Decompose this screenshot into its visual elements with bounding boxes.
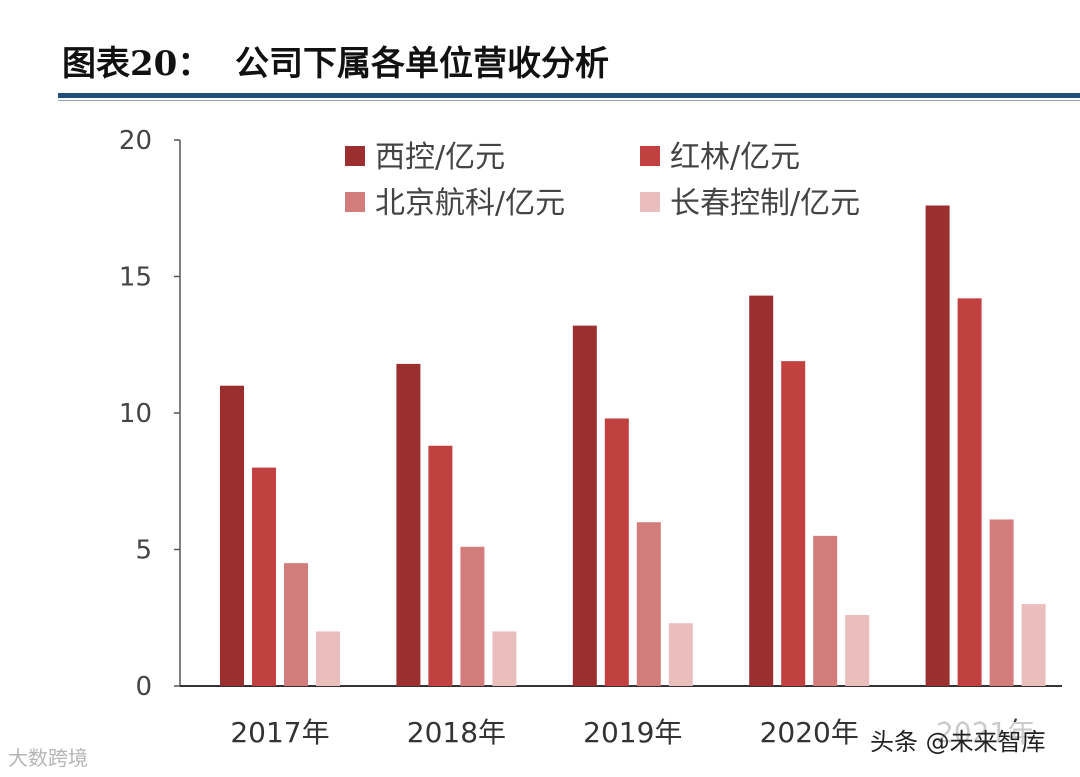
bar-3-5 — [989, 519, 1014, 686]
bar-3-4 — [813, 535, 838, 686]
bar-2-2 — [428, 445, 453, 686]
title-rule — [58, 93, 1080, 98]
legend-label-4: 长春控制/亿元 — [670, 186, 860, 221]
y-tick-label: 20 — [119, 126, 152, 156]
bar-3-1 — [284, 563, 308, 686]
title-rule-thin — [58, 100, 1080, 101]
x-tick-label: 2020年 — [760, 716, 859, 749]
legend-swatch-2 — [640, 146, 660, 166]
bar-4-2 — [492, 631, 517, 686]
bar-4-3 — [668, 623, 693, 686]
x-tick-label: 2017年 — [230, 716, 329, 749]
bar-2-5 — [957, 298, 982, 686]
legend-label-2: 红林/亿元 — [670, 140, 800, 175]
bar-1-2 — [396, 363, 421, 686]
x-tick-label: 2018年 — [407, 716, 506, 749]
y-tick-label: 10 — [119, 399, 152, 429]
bar-3-3 — [636, 522, 661, 686]
watermark-left: 大数跨境 — [8, 746, 88, 770]
bar-1-4 — [749, 295, 774, 686]
chart-title: 图表20： 公司下属各单位营收分析 — [62, 44, 609, 84]
bar-4-5 — [1021, 604, 1046, 686]
bar-2-4 — [781, 361, 806, 686]
y-tick-label: 0 — [135, 672, 152, 702]
bar-2-1 — [252, 467, 276, 686]
legend-swatch-4 — [640, 192, 660, 212]
bar-4-4 — [845, 615, 870, 686]
legend-swatch-1 — [345, 146, 365, 166]
legend-swatch-3 — [345, 192, 365, 212]
y-tick-label: 15 — [119, 263, 152, 293]
legend-label-3: 北京航科/亿元 — [375, 186, 565, 221]
bar-4-1 — [316, 631, 340, 686]
legend-label-1: 西控/亿元 — [375, 140, 505, 175]
x-tick-label: 2019年 — [583, 716, 682, 749]
y-tick-label: 5 — [135, 536, 152, 566]
bar-3-2 — [460, 546, 485, 686]
bar-1-5 — [925, 205, 950, 686]
bar-2-3 — [604, 418, 629, 686]
bar-1-3 — [572, 325, 597, 686]
watermark-right: 头条 @未来智库 — [866, 722, 1050, 757]
bar-1-1 — [220, 385, 244, 686]
